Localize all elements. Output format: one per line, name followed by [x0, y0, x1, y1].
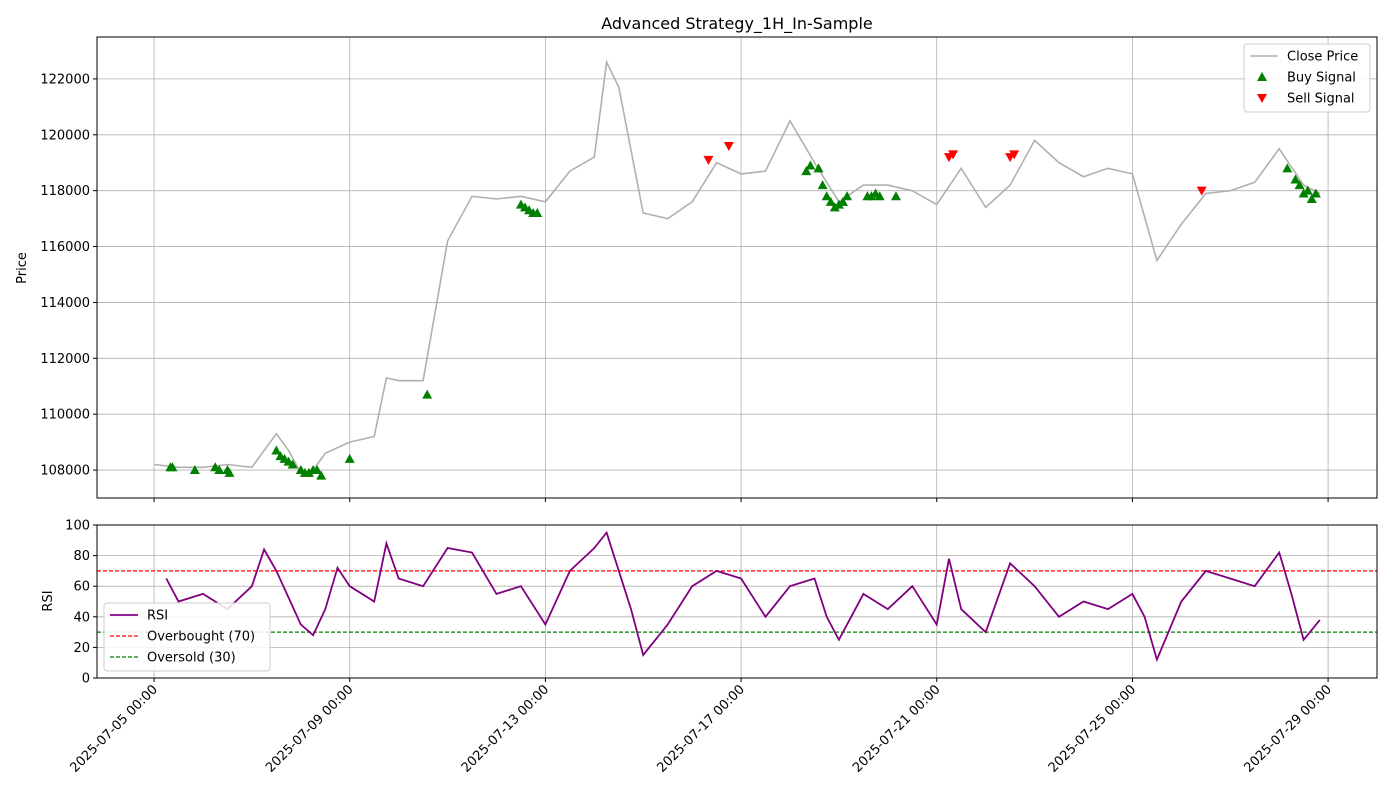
price-y-tick-label: 122000 — [40, 72, 90, 87]
price-legend-box — [1243, 43, 1371, 113]
rsi-reference-lines — [97, 570, 1377, 633]
legend-label-close-price: Close Price — [1287, 50, 1358, 65]
price-x-ticks — [153, 498, 1329, 502]
price-y-tick-label: 118000 — [40, 184, 90, 199]
buy-signal-marker — [833, 199, 844, 209]
buy-signal-marker — [829, 202, 840, 212]
buy-signal-marker — [303, 467, 314, 477]
sell-signal-marker — [948, 150, 959, 160]
buy-signal-marker — [1306, 194, 1317, 204]
buy-signal-marker — [805, 160, 816, 170]
buy-signal-marker — [1298, 188, 1309, 198]
rsi-x-ticks: 2025-07-05 00:00 2025-07-09 00:00 2025-07-… — [67, 678, 1335, 776]
rsi-y-tick-label: 100 — [65, 519, 90, 534]
price-plot-frame — [96, 36, 1378, 499]
legend-label-oversold: Oversold (30) — [147, 651, 236, 666]
buy-signal-marker — [214, 465, 225, 475]
buy-signal-marker — [271, 445, 282, 455]
sell-signal-marker — [723, 141, 734, 151]
sell-signal-marker — [703, 155, 714, 165]
buy-signal-marker — [1310, 188, 1321, 198]
buy-signal-marker — [1294, 180, 1305, 190]
rsi-y-ticks: 0 20 40 60 80 100 — [65, 519, 97, 687]
legend-label-rsi: RSI — [147, 609, 168, 624]
rsi-legend: RSI Overbought (70) Oversold (30) — [103, 602, 271, 672]
legend-label-sell-signal: Sell Signal — [1287, 92, 1355, 107]
price-legend: Close Price Buy Signal Sell Signal — [1243, 43, 1371, 113]
rsi-y-axis-label: RSI — [41, 590, 56, 611]
rsi-gridlines — [97, 524, 1377, 679]
buy-signal-marker — [817, 180, 828, 190]
price-y-tick-label: 110000 — [40, 408, 90, 423]
rsi-panel: 0 20 40 60 80 100 2025-07-05 00:00 2025-07-09 … — [41, 519, 1378, 776]
buy-signal-marker — [866, 191, 877, 201]
buy-signal-marker — [801, 166, 812, 176]
price-y-axis-label: Price — [15, 252, 30, 284]
price-panel: 108000 110000 112000 114000 116000 118000 1200… — [15, 14, 1378, 502]
buy-signal-marker — [842, 191, 853, 201]
rsi-series — [165, 530, 1321, 663]
buy-signal-marker — [224, 467, 235, 477]
price-y-tick-label: 108000 — [40, 464, 90, 479]
chart-title: Advanced Strategy_1H_In-Sample — [601, 14, 873, 34]
rsi-y-tick-label: 0 — [82, 672, 90, 687]
legend-swatch-sell-signal — [1257, 94, 1267, 103]
rsi-plot-frame — [96, 524, 1378, 679]
rsi-legend-box — [103, 602, 271, 672]
sell-signal-marker — [1009, 150, 1020, 160]
buy-signal-marker — [532, 208, 543, 218]
buy-signal-marker — [890, 191, 901, 201]
buy-signal-marker — [1282, 163, 1293, 173]
buy-signal-marker — [189, 465, 200, 475]
signal-markers — [165, 141, 1321, 480]
rsi-y-tick-label: 60 — [73, 580, 90, 595]
buy-signal-marker — [825, 196, 836, 206]
buy-signal-marker — [167, 462, 178, 472]
buy-signal-marker — [874, 191, 885, 201]
x-tick-label: 2025-07-21 00:00 — [850, 682, 943, 775]
rsi-y-tick-label: 80 — [73, 549, 90, 564]
x-tick-label: 2025-07-25 00:00 — [1046, 682, 1139, 775]
x-tick-label: 2025-07-29 00:00 — [1241, 682, 1334, 775]
x-tick-label: 2025-07-13 00:00 — [459, 682, 552, 775]
legend-label-overbought: Overbought (70) — [147, 630, 255, 645]
rsi-line — [165, 530, 1321, 663]
rsi-y-tick-label: 20 — [73, 641, 90, 656]
buy-signal-marker — [312, 465, 323, 475]
buy-signal-marker — [837, 196, 848, 206]
buy-signal-marker — [422, 389, 433, 399]
x-tick-label: 2025-07-09 00:00 — [263, 682, 356, 775]
x-tick-label: 2025-07-17 00:00 — [654, 682, 747, 775]
price-y-tick-label: 114000 — [40, 296, 90, 311]
sell-signal-marker — [1196, 186, 1207, 196]
rsi-y-tick-label: 40 — [73, 610, 90, 625]
price-y-ticks: 108000 110000 112000 114000 116000 118000 1200… — [40, 72, 97, 479]
legend-label-buy-signal: Buy Signal — [1287, 71, 1356, 86]
x-tick-label: 2025-07-05 00:00 — [67, 682, 160, 775]
buy-signal-marker — [344, 453, 355, 463]
buy-signal-marker — [1290, 174, 1301, 184]
buy-signal-marker — [287, 459, 298, 469]
buy-signal-marker — [1302, 185, 1313, 195]
price-y-tick-label: 116000 — [40, 240, 90, 255]
buy-signal-marker — [813, 163, 824, 173]
buy-signal-marker — [821, 191, 832, 201]
buy-signal-marker — [316, 470, 327, 480]
price-y-tick-label: 112000 — [40, 352, 90, 367]
price-y-tick-label: 120000 — [40, 128, 90, 143]
legend-swatch-buy-signal — [1257, 72, 1267, 81]
price-gridlines — [97, 37, 1377, 498]
close-price-line — [154, 59, 1321, 474]
price-series — [154, 59, 1321, 474]
